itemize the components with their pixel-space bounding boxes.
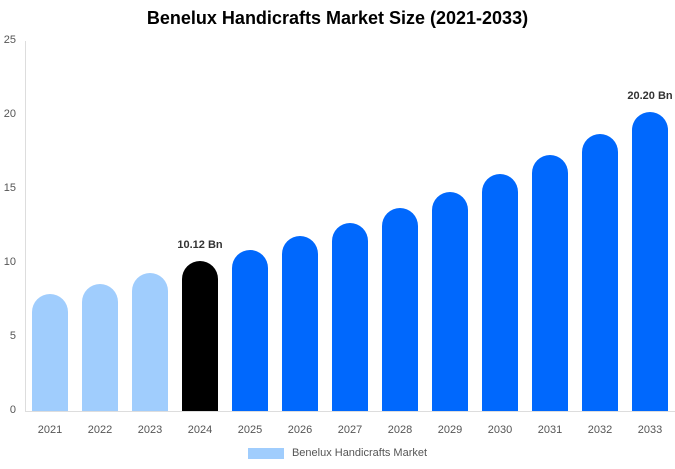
x-tick-label: 2028 — [387, 424, 413, 436]
legend-swatch[interactable] — [247, 447, 284, 459]
y-tick-label: 25 — [3, 34, 16, 46]
x-tick-label: 2026 — [287, 424, 313, 436]
bar-2028[interactable] — [382, 208, 418, 411]
bar-2025[interactable] — [232, 249, 268, 411]
bar-2024[interactable] — [182, 261, 218, 411]
bar-2021[interactable] — [32, 294, 68, 411]
x-tick-label: 2025 — [237, 424, 263, 436]
legend-label[interactable]: Benelux Handicrafts Market — [291, 447, 428, 459]
x-tick-label: 2030 — [487, 424, 513, 436]
x-tick-label: 2029 — [437, 424, 463, 436]
legend: Benelux Handicrafts Market — [0, 447, 675, 459]
bar-2027[interactable] — [332, 223, 368, 411]
y-tick-label: 5 — [9, 330, 16, 342]
x-tick-label: 2022 — [87, 424, 113, 436]
bar-2023[interactable] — [132, 273, 168, 411]
x-tick-label: 2033 — [637, 424, 663, 436]
x-tick-label: 2021 — [37, 424, 63, 436]
y-axis-line — [25, 41, 26, 411]
x-tick-label: 2032 — [587, 424, 613, 436]
x-tick-label: 2023 — [137, 424, 163, 436]
y-tick-label: 20 — [3, 108, 16, 120]
bar-2031[interactable] — [532, 154, 568, 411]
x-tick-label: 2024 — [187, 424, 213, 436]
plot-area — [25, 41, 675, 411]
bar-2029[interactable] — [432, 191, 468, 411]
x-axis-line — [25, 411, 675, 412]
data-label-2024: 10.12 Bn — [177, 239, 223, 252]
bar-2030[interactable] — [482, 174, 518, 411]
x-tick-label: 2027 — [337, 424, 363, 436]
y-tick-label: 15 — [3, 182, 16, 194]
x-tick-label: 2031 — [537, 424, 563, 436]
chart-title: Benelux Handicrafts Market Size (2021-20… — [146, 8, 529, 28]
data-label-2033: 20.20 Bn — [627, 90, 673, 103]
bar-2032[interactable] — [582, 134, 618, 411]
y-tick-label: 10 — [3, 256, 16, 268]
bar-2026[interactable] — [282, 236, 318, 411]
bar-2022[interactable] — [82, 283, 118, 411]
bar-2033[interactable] — [632, 112, 668, 411]
y-tick-label: 0 — [9, 404, 16, 416]
